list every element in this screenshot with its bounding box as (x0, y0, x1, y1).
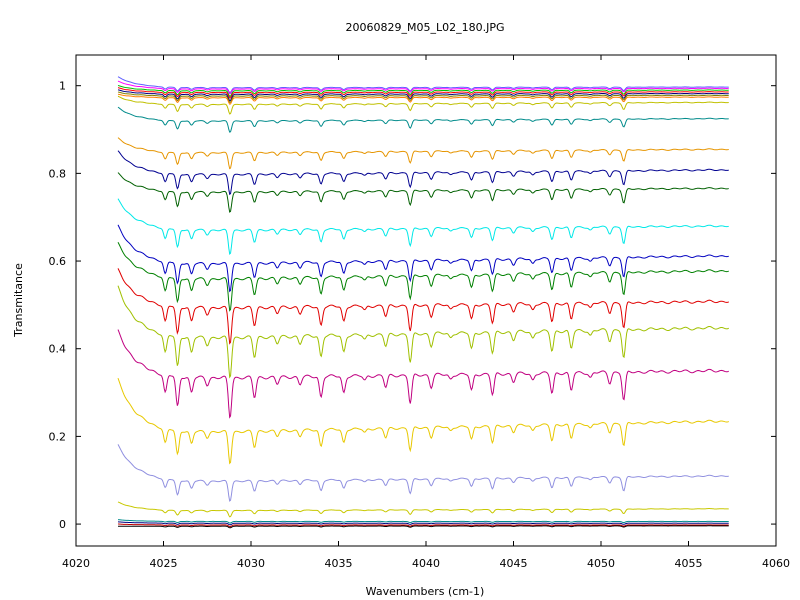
spectrum-line-9 (117, 106, 729, 133)
y-tick-label: 0.2 (49, 430, 67, 443)
spectrum-line-5 (117, 89, 729, 102)
x-axis-title: Wavenumbers (cm-1) (366, 585, 485, 598)
spectrum-line-7 (117, 93, 729, 105)
x-tick-label: 4045 (500, 557, 528, 570)
series-layer (117, 76, 729, 529)
spectrum-line-12 (117, 172, 729, 213)
spectrum-line-18 (117, 329, 729, 419)
spectrum-line-11 (117, 150, 729, 196)
x-tick-label: 4040 (412, 557, 440, 570)
y-tick-label: 0.4 (49, 343, 67, 356)
spectrum-line-8 (117, 95, 729, 115)
ticks-layer: 4020 4025 4030 4035 4040 4045 4050 4055 4060 0 0.2… (49, 55, 790, 570)
spectrum-line-19 (117, 377, 729, 465)
x-tick-label: 4025 (150, 557, 178, 570)
y-axis-title: Transmitance (12, 263, 25, 338)
spectrum-line-21 (117, 501, 729, 518)
x-tick-label: 4050 (587, 557, 615, 570)
spectrum-line-6 (117, 91, 729, 103)
spectrum-line-14 (117, 224, 729, 293)
spectrum-line-16 (117, 268, 729, 345)
spectrum-line-25 (118, 525, 729, 529)
spectrum-line-22 (117, 519, 729, 524)
spectrum-line-10 (117, 137, 729, 170)
spectrum-line-15 (117, 241, 729, 312)
y-tick-label: 0.8 (49, 167, 67, 180)
y-tick-label: 1 (59, 80, 66, 93)
x-tick-label: 4020 (62, 557, 90, 570)
x-tick-label: 4060 (762, 557, 790, 570)
spectrum-line-13 (117, 198, 729, 255)
y-tick-label: 0 (59, 518, 66, 531)
spectrum-line-23 (117, 521, 729, 526)
spectrum-line-17 (117, 285, 729, 379)
spectrum-line-20 (117, 444, 729, 502)
spectrum-line-1 (117, 76, 729, 93)
x-tick-label: 4055 (675, 557, 703, 570)
spectrum-line-24 (117, 523, 729, 528)
x-tick-label: 4030 (237, 557, 265, 570)
spectrum-line-3 (117, 84, 729, 97)
x-tick-label: 4035 (325, 557, 353, 570)
y-tick-label: 0.6 (49, 255, 67, 268)
spectrum-line-2 (117, 80, 729, 95)
spectrum-line-4 (117, 87, 729, 99)
chart-title: 20060829_M05_L02_180.JPG (346, 21, 505, 34)
